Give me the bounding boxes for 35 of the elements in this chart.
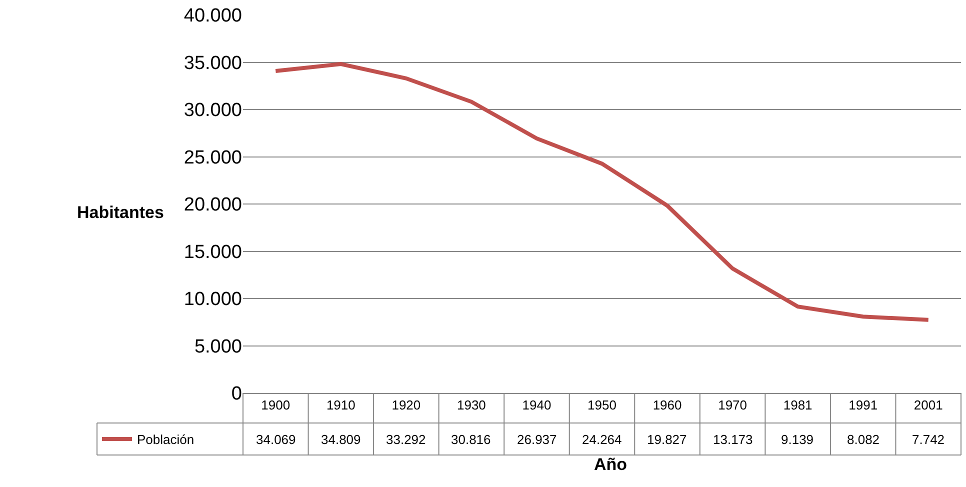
y-tick-label: 0 [231,384,242,405]
legend-label: Población [137,432,194,448]
x-tick-label: 1940 [522,398,552,413]
text: 33.292 [386,432,426,447]
text: 34.809 [321,432,361,447]
y-tick-label: 5.000 [194,336,242,358]
text: 7.742 [912,432,945,447]
x-tick-label: 1930 [456,398,486,413]
x-tick-label: 1950 [588,398,616,413]
text: 30.816 [451,432,491,447]
x-tick-label: 1970 [718,398,748,413]
text: 26.937 [517,432,557,447]
text: 8.082 [847,432,880,447]
text: 19.827 [647,432,687,447]
x-tick-label: 1900 [261,398,290,413]
text: 34.069 [256,432,296,447]
text: 9.139 [781,432,814,447]
x-axis-title: Año [594,455,628,474]
y-tick-label: 35.000 [184,52,242,74]
y-tick-label: 15.000 [184,242,242,263]
x-tick-label: 1991 [848,398,878,413]
text: 24.264 [582,432,622,447]
x-tick-label: 1960 [652,398,682,413]
y-tick-label: 30.000 [184,100,242,122]
x-tick-label: 1981 [783,398,812,413]
y-tick-label: 20.000 [184,194,242,216]
text: 13.173 [713,432,753,447]
x-tick-label: 1910 [326,398,356,413]
y-axis-title: Habitantes [77,203,164,222]
x-tick-label: 2001 [914,398,943,413]
x-tick-label: 1920 [392,398,421,413]
y-tick-label: 40.000 [184,6,242,27]
y-tick-label: 25.000 [184,147,242,168]
line-series [274,62,930,322]
y-tick-label: 10.000 [184,289,242,310]
